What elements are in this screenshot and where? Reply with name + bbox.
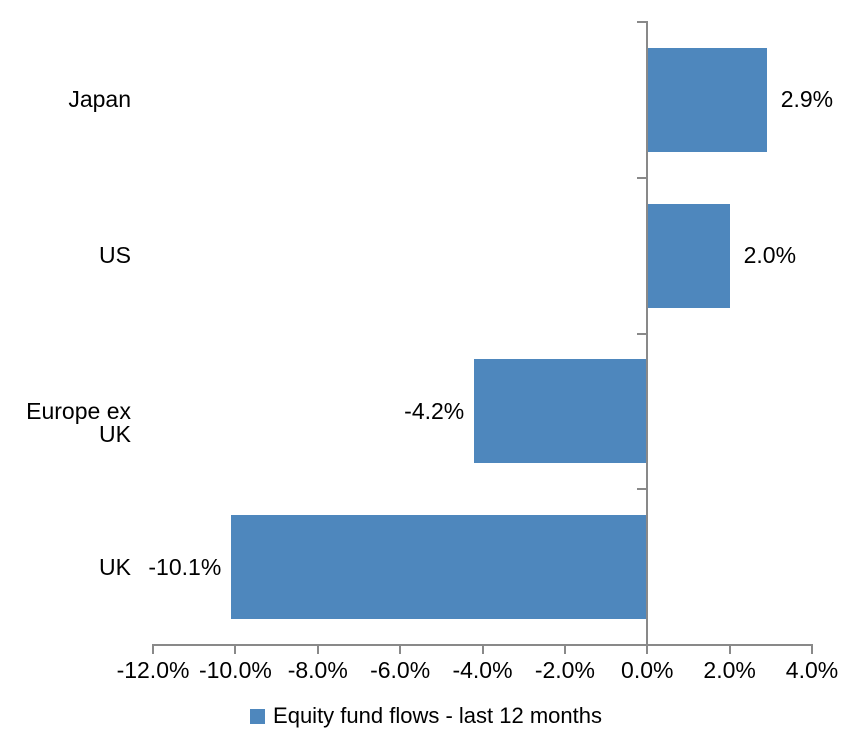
y-tick-2 <box>637 332 647 335</box>
data-label-uk: -10.1% <box>148 553 222 580</box>
x-tick-label-1: -10.0% <box>198 657 272 683</box>
category-label-europe-ex-uk: Europe ex UK <box>26 397 131 447</box>
bar-uk <box>231 515 648 620</box>
x-tick-label-8: 4.0% <box>785 657 839 683</box>
legend-swatch <box>250 708 266 724</box>
legend-label: Equity fund flows - last 12 months <box>273 703 602 728</box>
x-tick-3 <box>399 645 402 654</box>
bar-us <box>647 203 730 308</box>
x-tick-8 <box>811 645 813 654</box>
legend: Equity fund flows - last 12 months <box>0 705 852 727</box>
x-tick-0 <box>152 645 154 654</box>
category-label-uk: UK <box>99 553 131 580</box>
x-tick-1 <box>234 645 237 654</box>
x-tick-label-6: 0.0% <box>621 657 674 683</box>
x-tick-5 <box>563 645 566 654</box>
x-tick-label-0: -12.0% <box>116 657 190 683</box>
category-label-japan: Japan <box>68 86 131 113</box>
y-tick-3 <box>637 488 647 491</box>
x-tick-label-4: -4.0% <box>452 657 513 683</box>
bar-japan <box>647 47 767 152</box>
y-tick-1 <box>637 176 647 179</box>
x-tick-label-2: -8.0% <box>287 657 348 683</box>
x-tick-6 <box>646 645 649 654</box>
data-label-us: 2.0% <box>743 242 797 269</box>
y-tick-4 <box>637 644 647 646</box>
x-tick-7 <box>728 645 731 654</box>
category-label-us: US <box>99 242 131 269</box>
x-tick-4 <box>481 645 484 654</box>
x-tick-label-5: -2.0% <box>534 657 595 683</box>
data-label-japan: 2.9% <box>780 86 834 113</box>
bar-europe-ex-uk <box>474 359 648 464</box>
y-axis-line <box>646 21 649 646</box>
y-tick-0 <box>637 21 647 23</box>
x-tick-label-3: -6.0% <box>370 657 431 683</box>
data-label-europe-ex-uk: -4.2% <box>404 397 465 424</box>
x-tick-label-7: 2.0% <box>703 657 756 683</box>
x-tick-2 <box>316 645 319 654</box>
